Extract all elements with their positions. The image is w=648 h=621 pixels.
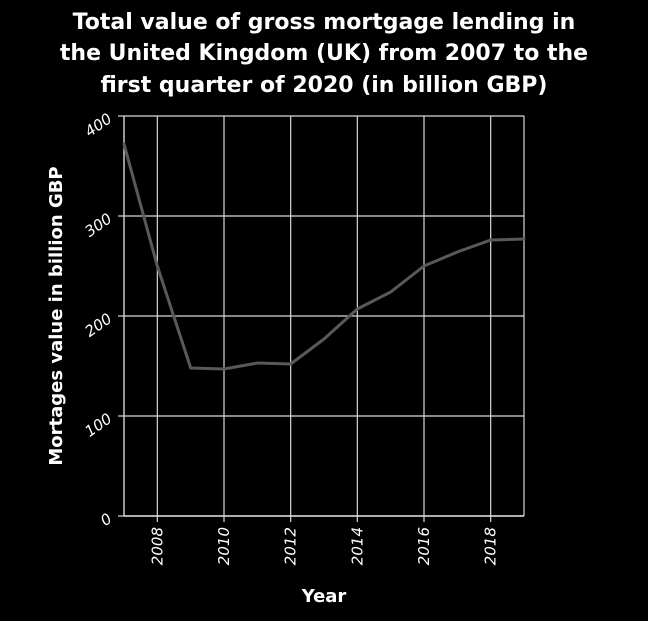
- grid: [124, 115, 524, 517]
- x-tick-label: 2014: [348, 527, 366, 565]
- x-tick-label: 2016: [415, 527, 433, 565]
- y-axis-label: Mortages value in billion GBP: [46, 166, 67, 465]
- title-line-2: the United Kingdom (UK) from 2007 to the: [60, 41, 588, 66]
- x-tick-label: 2008: [148, 527, 166, 565]
- series-layer: [122, 142, 526, 371]
- x-tick-label: 2010: [215, 527, 233, 565]
- axes: [118, 115, 525, 522]
- title-line-1: Total value of gross mortgage lending in: [73, 10, 576, 35]
- title-line-3: first quarter of 2020 (in billion GBP): [101, 73, 548, 98]
- series-line: [122, 142, 526, 371]
- x-tick-label: 2018: [482, 527, 500, 565]
- chart-title: Total value of gross mortgage lending in…: [60, 10, 588, 98]
- x-axis-label: Year: [301, 586, 347, 607]
- x-tick-label: 2012: [282, 527, 300, 565]
